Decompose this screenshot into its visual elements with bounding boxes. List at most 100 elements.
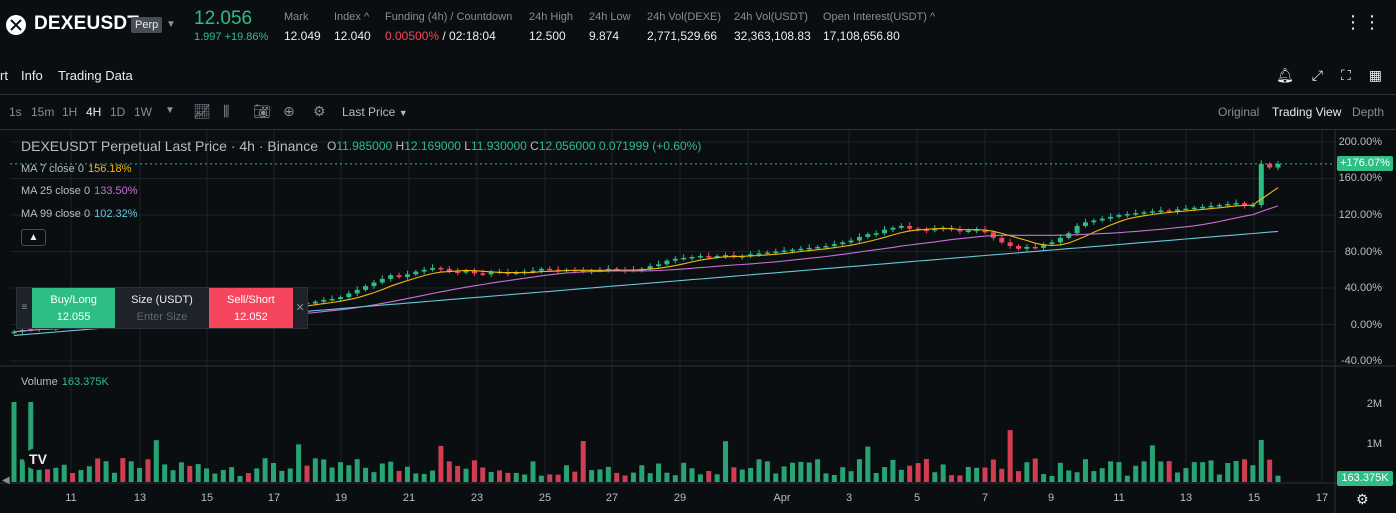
collapse-legend-button[interactable]: ▲ [21,229,46,246]
stat-label: Funding (4h) / Countdown [385,11,513,23]
close-icon[interactable]: ✕ [295,302,305,314]
candle [363,286,369,290]
candle [999,237,1005,243]
volume-bar [589,470,595,482]
settings-icon[interactable]: ⚙ [313,103,326,119]
candle [898,225,904,228]
bell-icon[interactable]: 🔔︎ [1275,67,1294,83]
view-depth[interactable]: Depth [1352,105,1385,119]
volume-bar [547,474,553,482]
volume-bar [614,472,620,482]
candle [388,275,394,279]
candle [605,268,611,271]
tab-chart[interactable]: rt [0,68,8,83]
volume-bar [1091,471,1097,482]
chart-settings-icon[interactable]: ⚙ [1356,491,1369,507]
tab-trading-data[interactable]: Trading Data [58,68,133,83]
volume-bar [630,472,636,482]
volume-bar [237,475,243,482]
price-change: 1.997 +19.86% [194,31,269,43]
x-axis-label: 19 [334,492,348,504]
volume-bar [1041,474,1047,482]
stat-value: 0.00500% / 02:18:04 [385,29,512,43]
chart-legend-title: DEXEUSDT Perpetual Last Price · 4h · Bin… [21,138,318,154]
candle [697,256,703,258]
tradingview-logo-icon: TV [24,448,52,470]
timeframe-1s[interactable]: 1s [9,105,22,119]
volume-bar [1016,471,1022,482]
volume-bar [1133,465,1139,482]
ohlc-change: 0.071999 (+0.60%) [598,139,702,153]
candle [965,230,971,233]
add-icon[interactable]: ⊕ [283,103,295,119]
candle [957,229,963,232]
candle [672,258,678,261]
candle [1074,225,1080,234]
chart-type-icon[interactable]: ⫼ [223,103,230,119]
volume-bar [78,470,84,482]
layout-grid-icon[interactable]: ▦ [1368,67,1382,83]
volume-bar [321,459,327,482]
stat-value: 2,771,529.66 [647,29,718,43]
fullscreen-icon[interactable]: ⛶ [1340,67,1351,83]
timeframe-1w[interactable]: 1W [134,105,152,119]
volume-bar [279,470,285,482]
drag-handle-icon[interactable]: ≡ [21,302,28,313]
stat-open-interest[interactable]: Open Interest(USDT) ^ 17,108,656.80 [823,11,935,43]
candle [681,257,687,260]
ma-value: 156.18% [87,163,132,175]
candle [1258,163,1264,205]
volume-bar [70,473,76,482]
view-trading-view[interactable]: Trading View [1272,105,1342,119]
volume-bar [1099,468,1105,482]
volume-bar [220,470,226,482]
volume-bar [120,458,126,482]
stat-index[interactable]: Index ^ 12.040 [334,11,371,43]
scroll-left-icon[interactable]: ◀ [2,475,10,486]
timeframe-1d[interactable]: 1D [110,105,126,119]
chevron-down-icon[interactable]: ▼ [166,19,176,30]
last-price: 12.056 [194,8,253,29]
timeframe-dropdown-icon[interactable]: ▼ [165,105,175,116]
volume-bar [19,459,25,482]
stat-value: 12.040 [334,29,371,43]
camera-icon[interactable]: 📷︎ [253,103,271,119]
candle [714,256,720,258]
candle [371,282,377,287]
indicator-icon[interactable]: 📈︎ [193,103,211,119]
volume-bar [497,470,503,482]
view-original[interactable]: Original [1218,105,1260,119]
volume-bar [865,446,871,482]
candle [1166,210,1172,212]
timeframe-15m[interactable]: 15m [31,105,55,119]
sell-short-button[interactable]: Sell/Short 12.052 [208,288,294,328]
candle [1158,210,1164,212]
volume-bar [421,473,427,482]
price-type-select[interactable]: Last Price ▼ [342,105,408,119]
stat-24h-high: 24h High 12.500 [529,11,573,43]
volume-bar [438,445,444,482]
tab-info[interactable]: Info [21,68,43,83]
volume-bar [53,467,59,482]
timeframe-1h[interactable]: 1H [62,105,78,119]
candle [1183,208,1189,211]
volume-bar [86,466,92,482]
candle [1007,242,1013,247]
size-input[interactable]: Size (USDT) Enter Size [115,288,209,328]
volume-bar [1275,475,1281,482]
x-axis-label: Apr [773,492,791,504]
volume-bar [982,467,988,482]
symbol-name[interactable]: DEXEUSDT [34,13,140,34]
candle [1091,220,1097,223]
expand-icon[interactable]: ⤢ [1311,67,1323,83]
buy-long-button[interactable]: Buy/Long 12.055 [31,288,116,328]
more-icon[interactable]: ⋮⋮ [1344,12,1382,32]
candle [538,268,544,271]
candle [1124,214,1130,216]
volume-bar [245,473,251,482]
timeframe-4h[interactable]: 4H [86,105,102,119]
volume-bar [773,473,779,482]
volume-bar [1141,461,1147,482]
volume-bar [337,462,343,482]
price-chart[interactable] [0,130,1396,513]
